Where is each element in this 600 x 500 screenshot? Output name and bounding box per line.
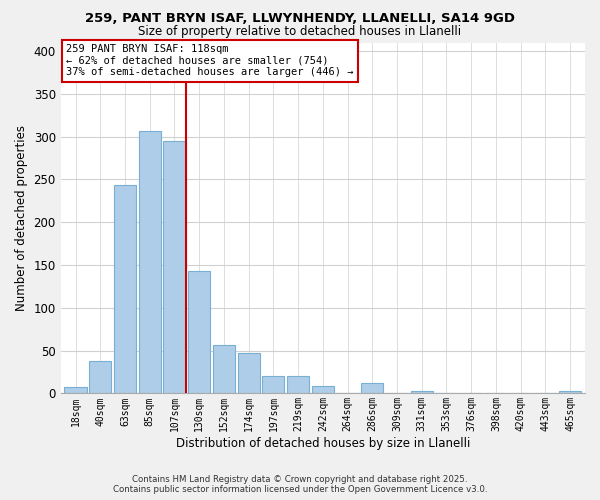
Bar [238,353,260,394]
Text: Size of property relative to detached houses in Llanelli: Size of property relative to detached ho… [139,25,461,38]
Bar [139,130,161,394]
Bar [262,376,284,394]
Bar [188,271,210,394]
X-axis label: Distribution of detached houses by size in Llanelli: Distribution of detached houses by size … [176,437,470,450]
Bar [436,392,458,394]
Bar [163,141,185,394]
Bar [460,392,482,394]
Bar [312,386,334,394]
Bar [287,376,309,394]
Bar [410,391,433,394]
Bar [64,386,86,394]
Bar [361,383,383,394]
Bar [213,344,235,394]
Text: Contains HM Land Registry data © Crown copyright and database right 2025.
Contai: Contains HM Land Registry data © Crown c… [113,474,487,494]
Text: 259, PANT BRYN ISAF, LLWYNHENDY, LLANELLI, SA14 9GD: 259, PANT BRYN ISAF, LLWYNHENDY, LLANELL… [85,12,515,26]
Y-axis label: Number of detached properties: Number of detached properties [15,125,28,311]
Bar [114,186,136,394]
Bar [89,361,112,394]
Bar [559,391,581,394]
Text: 259 PANT BRYN ISAF: 118sqm
← 62% of detached houses are smaller (754)
37% of sem: 259 PANT BRYN ISAF: 118sqm ← 62% of deta… [66,44,353,78]
